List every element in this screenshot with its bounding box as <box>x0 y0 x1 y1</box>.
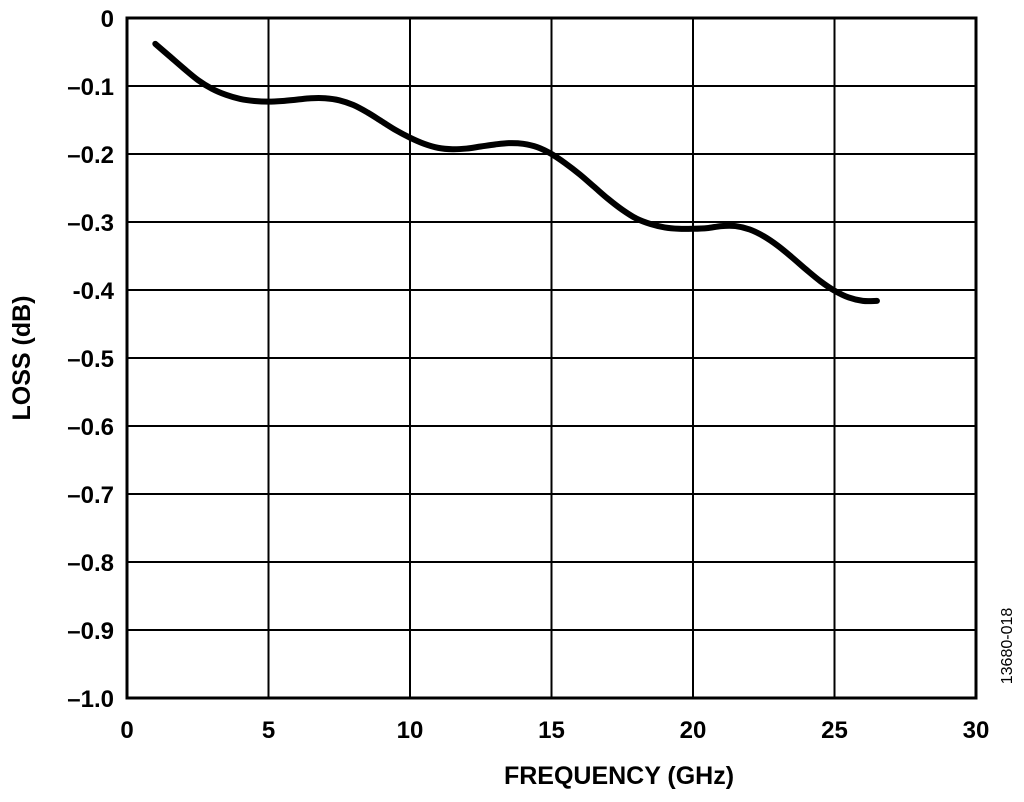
y-tick-label: –1.0 <box>67 686 114 713</box>
y-tick-label: –0.6 <box>67 414 114 441</box>
x-tick-label: 10 <box>397 717 424 744</box>
y-tick-labels: 0 –0.1 –0.2 –0.3 -0.4 –0.5 –0.6 –0.7 –0.8 –0.9 –1.… <box>67 6 114 713</box>
y-tick-label: 0 <box>101 6 114 33</box>
loss-series-line <box>152 40 880 305</box>
figure-id-label: 13680-018 <box>999 608 1016 685</box>
x-tick-label: 25 <box>821 717 848 744</box>
y-tick-label: –0.5 <box>67 346 114 373</box>
x-tick-label: 20 <box>680 717 707 744</box>
y-tick-label: –0.3 <box>67 210 114 237</box>
y-axis-title: LOSS (dB) <box>8 296 36 421</box>
series-layer <box>152 40 880 305</box>
x-tick-label: 30 <box>963 717 990 744</box>
plot-frame <box>125 16 978 700</box>
x-axis-title: FREQUENCY (GHz) <box>504 762 734 790</box>
x-tick-label: 5 <box>262 717 275 744</box>
x-tick-label: 0 <box>120 717 133 744</box>
y-tick-label: –0.7 <box>67 482 114 509</box>
y-tick-label: –0.8 <box>67 550 114 577</box>
x-tick-labels: 0 5 10 15 20 25 30 <box>120 717 989 744</box>
y-tick-label: –0.2 <box>67 142 114 169</box>
x-tick-label: 15 <box>538 717 565 744</box>
grid-lines <box>127 18 976 698</box>
y-tick-label: –0.1 <box>67 74 114 101</box>
y-tick-label: –0.9 <box>67 618 114 645</box>
plot-border <box>125 16 978 700</box>
y-tick-label: -0.4 <box>73 278 115 305</box>
